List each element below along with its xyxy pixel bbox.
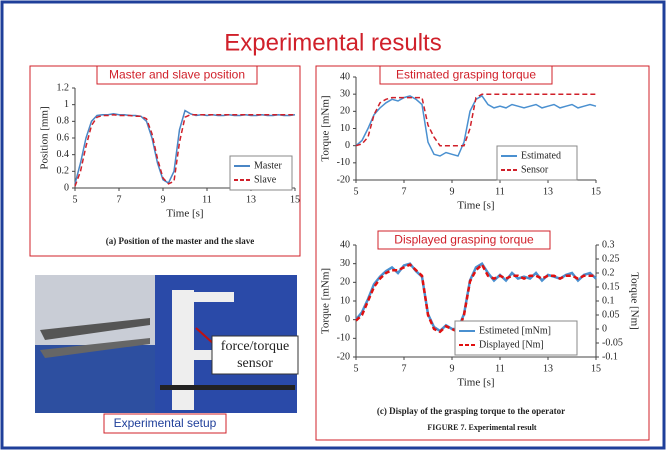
- legend-label: Estimated: [521, 150, 561, 161]
- y-tick-label: 10: [340, 123, 350, 134]
- y-tick-label: 0: [345, 140, 350, 151]
- x-axis-label: Time [s]: [457, 200, 494, 212]
- y-axis-label: Torque [mNm]: [320, 95, 332, 161]
- chart-caption: (c) Display of the grasping torque to th…: [377, 406, 565, 416]
- y2-tick-label: -0.05: [602, 337, 623, 348]
- series-line: [355, 93, 596, 147]
- y-tick-label: 0.6: [57, 132, 70, 143]
- chart-title-box: [377, 230, 551, 250]
- x-tick-label: 7: [402, 186, 407, 197]
- photo-tool: [40, 338, 150, 358]
- photo-arm: [194, 350, 220, 360]
- photo-label-box: [103, 413, 227, 434]
- y-tick-label: 1: [64, 99, 69, 110]
- y-tick-label: 10: [340, 295, 350, 306]
- series-line: [355, 262, 596, 334]
- legend-label: Sensor: [521, 164, 549, 175]
- legend-box: [454, 320, 578, 356]
- y-tick-label: 30: [340, 88, 350, 99]
- x-tick-label: 13: [543, 186, 553, 197]
- y2-tick-label: 0.15: [602, 281, 620, 292]
- series-line: [74, 113, 295, 187]
- y-tick-label: 20: [340, 106, 350, 117]
- photo-stand: [172, 290, 194, 410]
- x-tick-label: 11: [495, 363, 505, 374]
- legend-label: Estimeted [mNm]: [479, 325, 551, 336]
- chart-title: Displayed grasping torque: [394, 233, 534, 247]
- chart-title: Master and slave position: [109, 68, 245, 82]
- x-tick-label: 15: [591, 363, 601, 374]
- x-axis-label: Time [s]: [457, 377, 494, 389]
- x-tick-label: 7: [117, 194, 122, 205]
- y-tick-label: 40: [340, 71, 350, 82]
- y-tick-label: 30: [340, 258, 350, 269]
- y2-tick-label: 0.1: [602, 295, 615, 306]
- callout-text: force/torque: [221, 339, 289, 354]
- x-tick-label: 7: [402, 363, 407, 374]
- legend-box: [229, 155, 293, 191]
- x-tick-label: 9: [450, 363, 455, 374]
- y-axis-label: Position [mm]: [39, 106, 51, 169]
- y-tick-label: 0: [64, 182, 69, 193]
- y-tick-label: 1.2: [57, 82, 70, 93]
- y-tick-label: 40: [340, 239, 350, 250]
- chart-caption: (a) Position of the master and the slave: [106, 236, 255, 246]
- y-tick-label: -10: [337, 157, 350, 168]
- y2-tick-label: 0.25: [602, 253, 620, 264]
- x-tick-label: 15: [290, 194, 300, 205]
- x-tick-label: 9: [161, 194, 166, 205]
- x-tick-label: 5: [73, 194, 78, 205]
- legend-label: Displayed [Nm]: [479, 339, 544, 350]
- x-tick-label: 15: [591, 186, 601, 197]
- chart-title-box: [379, 65, 553, 85]
- photo: force/torque sensor Experimental setup: [35, 275, 299, 434]
- y-tick-label: 0.8: [57, 116, 70, 127]
- x-tick-label: 5: [354, 186, 359, 197]
- photo-label: Experimental setup: [114, 416, 217, 430]
- x-tick-label: 11: [202, 194, 212, 205]
- legend-label: Slave: [254, 174, 277, 185]
- y2-tick-label: 0.05: [602, 309, 620, 320]
- figure-caption: FIGURE 7. Experimental result: [427, 423, 537, 432]
- callout-text: sensor: [237, 356, 273, 371]
- x-axis-label: Time [s]: [166, 208, 203, 220]
- y-tick-label: -10: [337, 333, 350, 344]
- x-tick-label: 13: [246, 194, 256, 205]
- chart-title: Estimated grasping torque: [396, 68, 536, 82]
- photo-tool: [40, 318, 150, 340]
- y2-tick-label: 0: [602, 323, 607, 334]
- photo-arm: [194, 292, 234, 302]
- x-tick-label: 11: [495, 186, 505, 197]
- slide-title: Experimental results: [224, 29, 441, 56]
- y-axis-label: Torque [mNm]: [320, 268, 332, 334]
- photo-rod: [160, 385, 295, 390]
- legend-box: [496, 145, 578, 181]
- y2-tick-label: 0.3: [602, 239, 615, 250]
- y-tick-label: 0: [345, 314, 350, 325]
- y-tick-label: 20: [340, 277, 350, 288]
- x-tick-label: 5: [354, 363, 359, 374]
- y-tick-label: -20: [337, 174, 350, 185]
- callout-box: [211, 335, 299, 375]
- y2-tick-label: -0.1: [602, 351, 618, 362]
- x-tick-label: 9: [450, 186, 455, 197]
- y-tick-label: 0.2: [57, 166, 70, 177]
- chart-title-box: [96, 65, 258, 85]
- y2-tick-label: 0.2: [602, 267, 615, 278]
- legend-label: Master: [254, 160, 282, 171]
- y-tick-label: 0.4: [57, 149, 70, 160]
- y-tick-label: -20: [337, 351, 350, 362]
- y2-axis-label: Torque [Nm]: [628, 272, 640, 330]
- x-tick-label: 13: [543, 363, 553, 374]
